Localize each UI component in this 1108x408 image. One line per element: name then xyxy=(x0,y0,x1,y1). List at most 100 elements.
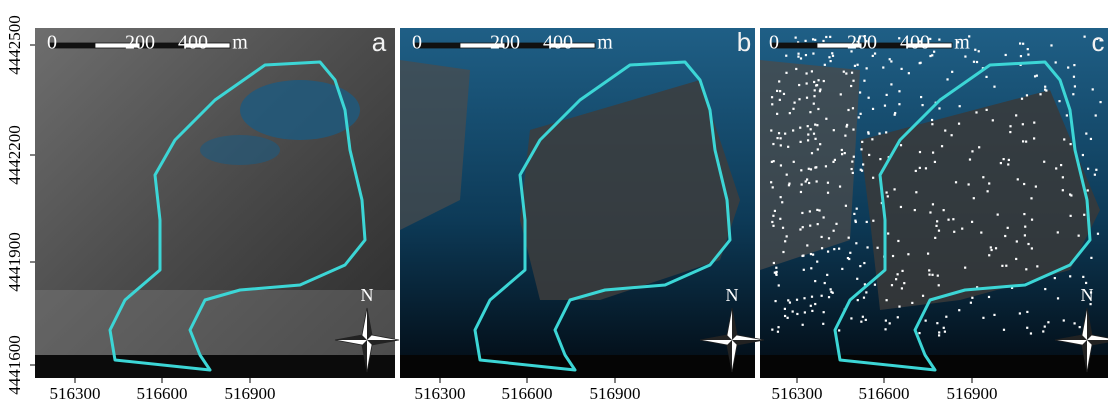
point xyxy=(784,133,786,135)
point xyxy=(1033,122,1035,124)
point xyxy=(970,302,972,304)
point xyxy=(798,98,800,100)
point xyxy=(796,313,798,315)
point xyxy=(840,93,842,95)
point xyxy=(782,227,784,229)
point xyxy=(918,332,920,334)
point xyxy=(785,72,787,74)
point xyxy=(1008,159,1010,161)
point xyxy=(830,60,832,62)
point xyxy=(871,138,873,140)
point xyxy=(824,282,826,284)
point xyxy=(1025,141,1027,143)
point xyxy=(1036,265,1038,267)
point xyxy=(907,253,909,255)
point xyxy=(929,211,931,213)
point xyxy=(827,250,829,252)
point xyxy=(780,144,782,146)
point xyxy=(816,84,818,86)
point xyxy=(810,128,812,130)
point xyxy=(784,308,786,310)
point xyxy=(780,164,782,166)
point xyxy=(802,226,804,228)
point xyxy=(797,56,799,58)
point xyxy=(771,221,773,223)
point xyxy=(1085,282,1087,284)
point xyxy=(817,108,819,110)
point xyxy=(825,165,827,167)
point xyxy=(849,252,851,254)
point xyxy=(795,37,797,39)
point xyxy=(982,317,984,319)
point xyxy=(1054,277,1056,279)
point xyxy=(833,248,835,250)
point xyxy=(911,302,913,304)
point xyxy=(811,70,813,72)
point xyxy=(898,103,900,105)
separator xyxy=(395,28,400,378)
scale-label: 200 xyxy=(490,32,520,54)
point xyxy=(993,86,995,88)
point xyxy=(872,108,874,110)
point xyxy=(1079,326,1081,328)
point xyxy=(786,174,788,176)
point xyxy=(874,284,876,286)
point xyxy=(811,310,813,312)
point xyxy=(806,97,808,99)
point xyxy=(872,220,874,222)
point xyxy=(775,267,777,269)
point xyxy=(872,177,874,179)
point xyxy=(787,299,789,301)
point xyxy=(816,124,818,126)
x-axis-label: 516600 xyxy=(137,384,188,403)
point xyxy=(943,209,945,211)
point xyxy=(1070,215,1072,217)
point xyxy=(1033,137,1035,139)
point xyxy=(1030,197,1032,199)
point xyxy=(827,192,829,194)
point xyxy=(823,311,825,313)
point xyxy=(852,80,854,82)
point xyxy=(832,161,834,163)
point xyxy=(900,144,902,146)
scale-label: 200 xyxy=(125,32,155,54)
point xyxy=(835,223,837,225)
point xyxy=(776,113,778,115)
x-axis-label: 516300 xyxy=(50,384,101,403)
point xyxy=(958,309,960,311)
point xyxy=(814,89,816,91)
point xyxy=(774,210,776,212)
point xyxy=(897,316,899,318)
point xyxy=(1003,329,1005,331)
point xyxy=(921,104,923,106)
point xyxy=(964,267,966,269)
point xyxy=(855,221,857,223)
point xyxy=(862,163,864,165)
point xyxy=(779,99,781,101)
point xyxy=(915,170,917,172)
point xyxy=(978,146,980,148)
point xyxy=(1001,265,1003,267)
point xyxy=(1022,140,1024,142)
north-label: N xyxy=(726,285,739,305)
point xyxy=(817,223,819,225)
point xyxy=(780,196,782,198)
point xyxy=(801,183,803,185)
figure: 44425004442200444190044416000200400maN51… xyxy=(0,0,1108,408)
point xyxy=(770,181,772,183)
point xyxy=(777,326,779,328)
point xyxy=(1022,123,1024,125)
point xyxy=(811,152,813,154)
point xyxy=(919,151,921,153)
point xyxy=(793,102,795,104)
point xyxy=(920,62,922,64)
point xyxy=(781,201,783,203)
point xyxy=(1000,162,1002,164)
point xyxy=(838,329,840,331)
point xyxy=(969,158,971,160)
point xyxy=(997,213,999,215)
separator xyxy=(755,28,760,378)
point xyxy=(779,90,781,92)
point xyxy=(985,76,987,78)
point xyxy=(925,167,927,169)
